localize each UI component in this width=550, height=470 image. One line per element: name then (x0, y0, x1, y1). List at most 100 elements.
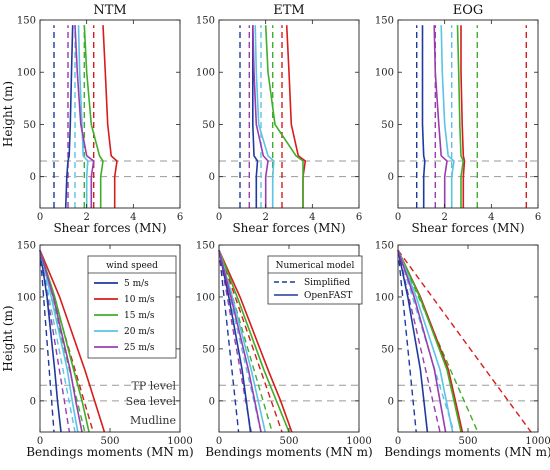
series-openfast-20ms (397, 249, 454, 433)
y-tick-label: 50 (202, 344, 215, 355)
series-simplified-20ms (39, 250, 76, 433)
y-tick-label: 150 (17, 16, 36, 27)
legend-title: Numerical model (276, 261, 355, 271)
panel-shear-ntm: 0 2 4 6 0 50 100 150 NTM Shear forces (MN) Height … (1, 3, 183, 235)
axes-frame (39, 19, 181, 209)
y-tick-label: 100 (196, 68, 215, 79)
x-axis-label: Bendings moments (MN m) (205, 445, 373, 459)
panel-moment-etm: 0 500 1000 0 50 100 150 Bendings moments (MN m)… (196, 241, 373, 460)
y-tick-label: 50 (23, 344, 36, 355)
legend-label: 15 m/s (124, 311, 155, 321)
panel-title: ETM (273, 3, 304, 18)
x-axis-label: Bendings moments (MN m) (26, 445, 194, 459)
panel-moment-ntm: 0 500 1000 0 50 100 150 Bendings moments (MN m)… (1, 241, 194, 460)
x-tick-label: 1000 (167, 436, 192, 447)
y-tick-label: 0 (388, 172, 394, 183)
y-tick-label: 150 (375, 16, 394, 27)
x-tick-label: 0 (395, 436, 401, 447)
series-openfast-25ms (218, 250, 262, 433)
x-tick-label: 6 (535, 212, 541, 223)
y-tick-label: 0 (388, 396, 394, 407)
legend-label: 20 m/s (124, 327, 155, 337)
series-openfast-25ms (39, 249, 83, 433)
series-openfast-15ms (39, 249, 90, 433)
legend-label: 25 m/s (124, 343, 155, 353)
legend-box (267, 255, 363, 305)
x-tick-label: 4 (130, 212, 136, 223)
y-tick-label: 0 (209, 172, 215, 183)
series-openfast-20ms (440, 25, 455, 208)
x-tick-label: 500 (458, 436, 477, 447)
x-tick-label: 6 (356, 212, 362, 223)
series-openfast-10ms (102, 25, 118, 208)
x-tick-label: 4 (309, 212, 315, 223)
y-tick-label: 100 (196, 292, 215, 303)
panel-shear-eog: 0 2 4 6 0 50 100 150 EOG Shear forces (MN) (375, 3, 541, 235)
y-tick-label: 150 (196, 241, 215, 252)
series-openfast-15ms (456, 25, 465, 208)
series-simplified-5ms (397, 250, 417, 433)
panel-title: NTM (93, 3, 126, 18)
series-openfast-20ms (77, 25, 89, 208)
x-tick-label: 6 (177, 212, 183, 223)
y-tick-label: 100 (17, 68, 36, 79)
x-axis-label: Shear forces (MN) (411, 221, 524, 235)
series-openfast-5ms (39, 250, 62, 433)
series-openfast-25ms (74, 25, 95, 208)
y-tick-label: 0 (209, 396, 215, 407)
y-axis-label: Height (m) (1, 81, 15, 147)
x-tick-label: 500 (100, 436, 119, 447)
y-axis-label: Height (m) (1, 305, 15, 371)
y-tick-label: 0 (30, 172, 36, 183)
x-axis-label: Shear forces (MN) (232, 221, 345, 235)
series-openfast-5ms (252, 25, 259, 208)
series-openfast-5ms (397, 250, 429, 433)
panel-moment-eog: 0 500 1000 0 50 100 150 Bendings moments (MN m) (375, 241, 550, 460)
x-tick-label: 0 (216, 212, 222, 223)
legend-label: 10 m/s (124, 295, 155, 305)
mudline-label: Mudline (130, 414, 176, 427)
x-tick-label: 2 (83, 212, 89, 223)
series-openfast-15ms (83, 25, 104, 208)
x-tick-label: 0 (37, 436, 43, 447)
legend-numerical-model: Numerical model Simplified OpenFAST (267, 255, 363, 305)
series-simplified-5ms (218, 250, 240, 433)
series-openfast-25ms (397, 249, 447, 433)
y-tick-label: 0 (30, 396, 36, 407)
y-tick-label: 100 (17, 292, 36, 303)
axes-frame (218, 19, 360, 209)
series-simplified-10ms (218, 249, 283, 433)
tp-level-label: TP level (131, 379, 176, 392)
x-tick-label: 2 (262, 212, 268, 223)
y-tick-label: 150 (17, 241, 36, 252)
x-tick-label: 0 (395, 212, 401, 223)
legend-label: 5 m/s (124, 279, 149, 289)
series-openfast-10ms (39, 249, 106, 433)
series-openfast-10ms (460, 25, 466, 208)
y-tick-label: 100 (375, 292, 394, 303)
x-axis-label: Bendings moments (MN m) (384, 445, 550, 459)
y-tick-label: 50 (202, 120, 215, 131)
series-openfast-15ms (264, 25, 304, 208)
series-openfast-5ms (218, 250, 252, 433)
series-openfast-20ms (218, 249, 266, 433)
legend-label: Simplified (304, 278, 350, 288)
series-openfast-20ms (254, 25, 275, 208)
y-tick-label: 100 (375, 68, 394, 79)
series-simplified-10ms (397, 249, 532, 433)
x-tick-label: 1000 (525, 436, 550, 447)
legend-title: wind speed (106, 261, 158, 271)
x-tick-label: 4 (488, 212, 494, 223)
y-tick-label: 50 (381, 120, 394, 131)
axes-frame (397, 19, 539, 209)
y-tick-label: 150 (196, 16, 215, 27)
legend-label: OpenFAST (304, 291, 352, 301)
panel-shear-etm: 0 2 4 6 0 50 100 150 ETM Shear forces (MN) (196, 3, 362, 235)
x-tick-label: 0 (216, 436, 222, 447)
y-tick-label: 50 (381, 344, 394, 355)
series-openfast-25ms (433, 25, 448, 208)
series-openfast-25ms (252, 25, 269, 208)
series-openfast-15ms (218, 249, 290, 433)
y-tick-label: 50 (23, 120, 36, 131)
